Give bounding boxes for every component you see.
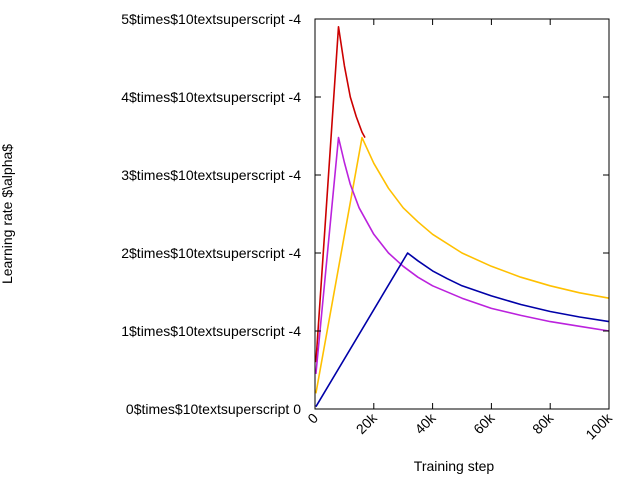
y-tick-label: 2$times$10textsuperscript -4 (121, 245, 301, 261)
plot-frame (314, 18, 610, 410)
series-line-2 (315, 136, 610, 394)
y-axis-label: Learning rate $\alpha$ (0, 144, 15, 284)
series-line-4 (315, 252, 610, 408)
y-tick-label: 3$times$10textsuperscript -4 (121, 167, 301, 183)
series-line-1 (315, 25, 366, 363)
x-tick-label: 60k (470, 409, 498, 437)
y-tick-label: 5$times$10textsuperscript -4 (121, 11, 301, 27)
x-tick-label: 80k (529, 409, 557, 437)
y-tick-label: 1$times$10textsuperscript -4 (121, 323, 301, 339)
series-line-3 (315, 136, 610, 374)
x-tick-label: 40k (411, 409, 439, 437)
series-layer (315, 25, 610, 408)
x-tick-label: 0 (304, 410, 321, 427)
x-axis: 0 20k 40k 60k 80k 100k (304, 19, 616, 443)
y-tick-label: 0$times$10textsuperscript 0 (126, 401, 301, 417)
x-axis-label: Training step (414, 458, 495, 474)
x-tick-label: 100k (582, 409, 615, 442)
y-axis: 0$times$10textsuperscript 0 1$times$10tex… (121, 11, 609, 417)
x-tick-label: 20k (353, 409, 381, 437)
y-tick-label: 4$times$10textsuperscript -4 (121, 89, 301, 105)
